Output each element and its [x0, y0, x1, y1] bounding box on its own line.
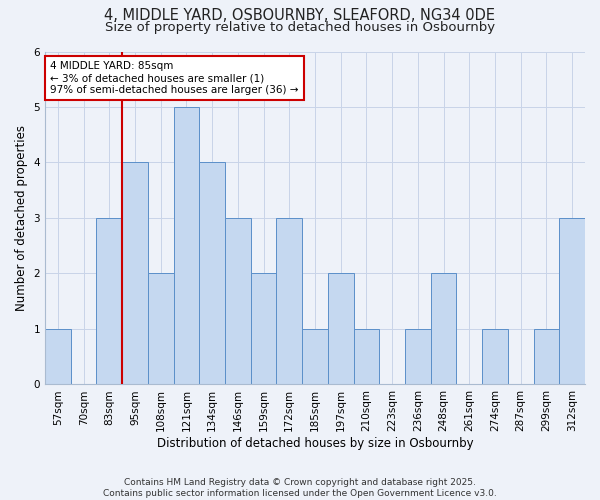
Y-axis label: Number of detached properties: Number of detached properties — [15, 125, 28, 311]
Bar — [45, 329, 71, 384]
Text: 4, MIDDLE YARD, OSBOURNBY, SLEAFORD, NG34 0DE: 4, MIDDLE YARD, OSBOURNBY, SLEAFORD, NG3… — [104, 8, 496, 22]
Text: Size of property relative to detached houses in Osbournby: Size of property relative to detached ho… — [105, 21, 495, 34]
Bar — [173, 107, 199, 384]
Text: 4 MIDDLE YARD: 85sqm
← 3% of detached houses are smaller (1)
97% of semi-detache: 4 MIDDLE YARD: 85sqm ← 3% of detached ho… — [50, 62, 299, 94]
Bar — [225, 218, 251, 384]
Bar — [122, 162, 148, 384]
Bar — [97, 218, 122, 384]
Bar — [431, 274, 457, 384]
Bar — [199, 162, 225, 384]
Bar — [482, 329, 508, 384]
Bar — [328, 274, 353, 384]
Bar — [353, 329, 379, 384]
Bar — [277, 218, 302, 384]
Bar — [148, 274, 173, 384]
Bar — [533, 329, 559, 384]
X-axis label: Distribution of detached houses by size in Osbournby: Distribution of detached houses by size … — [157, 437, 473, 450]
Text: Contains HM Land Registry data © Crown copyright and database right 2025.
Contai: Contains HM Land Registry data © Crown c… — [103, 478, 497, 498]
Bar — [405, 329, 431, 384]
Bar — [559, 218, 585, 384]
Bar — [251, 274, 277, 384]
Bar — [302, 329, 328, 384]
